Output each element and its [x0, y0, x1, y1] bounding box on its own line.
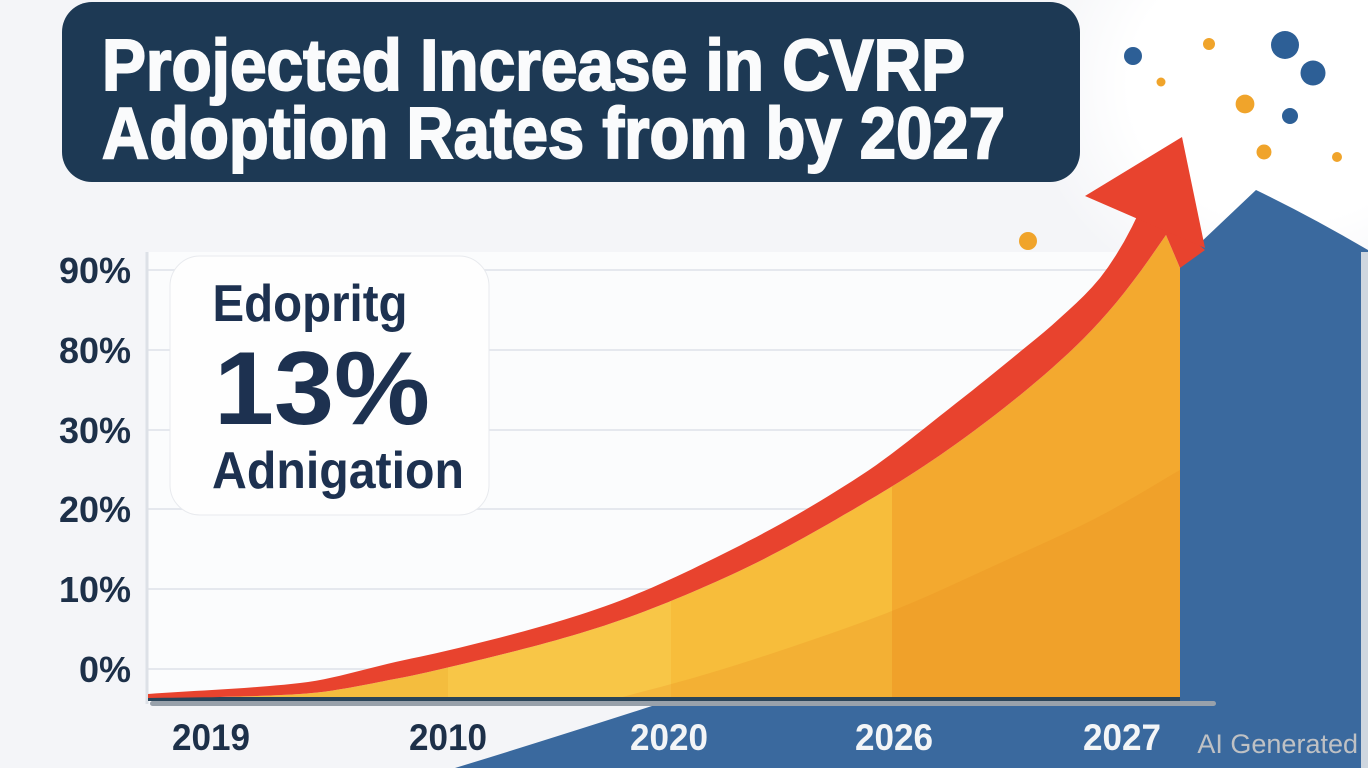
svg-text:13%: 13%: [214, 331, 430, 447]
svg-text:Adnigation: Adnigation: [212, 442, 464, 500]
svg-text:30%: 30%: [59, 410, 131, 451]
svg-text:80%: 80%: [59, 330, 131, 371]
svg-text:90%: 90%: [59, 250, 131, 291]
svg-text:Projected Increase in CVRP: Projected Increase in CVRP: [102, 26, 965, 106]
svg-text:AI Generated: AI Generated: [1197, 729, 1358, 759]
svg-text:0%: 0%: [79, 649, 131, 690]
svg-text:Edopritg: Edopritg: [213, 275, 408, 333]
svg-text:2010: 2010: [409, 717, 487, 758]
svg-text:2027: 2027: [1083, 717, 1161, 758]
svg-text:2020: 2020: [630, 717, 708, 758]
svg-text:10%: 10%: [59, 569, 131, 610]
svg-text:2026: 2026: [855, 717, 933, 758]
svg-text:2019: 2019: [172, 717, 250, 758]
svg-text:20%: 20%: [59, 489, 131, 530]
svg-text:Adoption Rates from by 2027: Adoption Rates from by 2027: [102, 94, 1005, 174]
